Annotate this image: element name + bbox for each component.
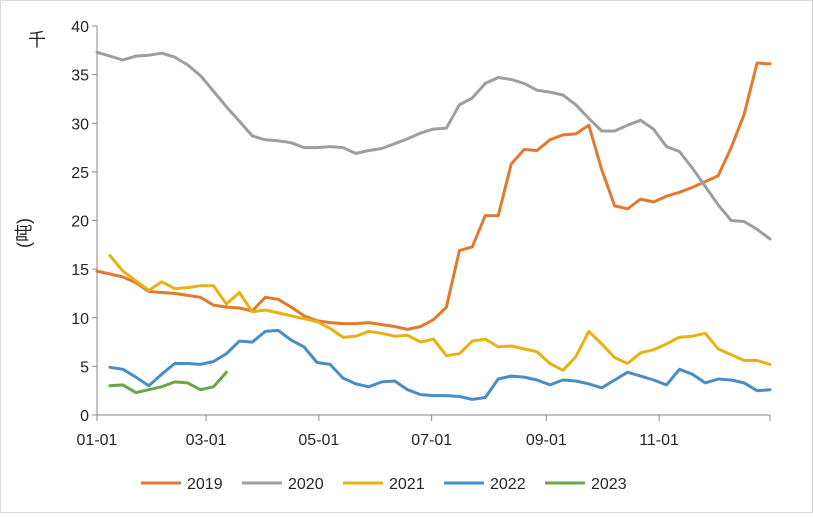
legend-label-2023: 2023 xyxy=(591,476,627,493)
y-tick-label: 40 xyxy=(71,19,89,36)
axes: 0 5 10 15 20 25 30 35 40 01-01 03-01 05-01 07-01 09-0… xyxy=(71,19,771,449)
y-tick-label: 15 xyxy=(71,262,89,279)
y-tick-label: 5 xyxy=(80,359,89,376)
series-line-2022 xyxy=(108,328,772,401)
series-line-2021 xyxy=(108,254,772,372)
legend-label-2021: 2021 xyxy=(389,476,425,493)
y-tick-label: 0 xyxy=(80,408,89,425)
y-tick-label: 35 xyxy=(71,68,89,85)
y-tick-label: 25 xyxy=(71,165,89,182)
x-tick-label: 01-01 xyxy=(77,432,118,449)
legend-label-2020: 2020 xyxy=(288,476,324,493)
series-line-2019 xyxy=(95,61,772,331)
x-tick-label: 11-01 xyxy=(639,432,679,449)
y-tick-label: 20 xyxy=(71,214,89,231)
series-lines xyxy=(95,50,772,401)
x-tick-label: 03-01 xyxy=(186,432,227,449)
y-axis-label: (吨) xyxy=(14,218,34,248)
legend-label-2019: 2019 xyxy=(187,476,223,493)
series-line-2020 xyxy=(95,50,772,241)
legend-label-2022: 2022 xyxy=(490,476,526,493)
legend: 2019 2020 2021 2022 2023 xyxy=(141,476,627,493)
y-unit-label: 千 xyxy=(28,30,46,50)
x-tick-label: 07-01 xyxy=(411,432,452,449)
x-tick-label: 09-01 xyxy=(526,432,567,449)
y-tick-label: 30 xyxy=(71,116,89,133)
x-tick-label: 05-01 xyxy=(298,432,339,449)
y-tick-label: 10 xyxy=(71,311,89,328)
series-line-2023 xyxy=(108,370,228,395)
